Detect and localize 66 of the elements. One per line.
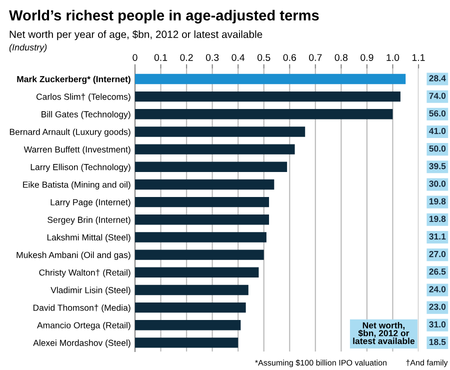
text: †And family	[406, 360, 448, 368]
bar	[135, 109, 393, 120]
bar	[135, 144, 295, 154]
text: 23.0	[429, 304, 446, 310]
bar	[135, 267, 259, 278]
y-tick-label: Carlos Slim† (Telecoms)	[36, 93, 130, 102]
y-tick-label: Eike Batista (Mining and oil)	[23, 181, 130, 190]
chart-title: World’s richest people in age-adjusted terms	[9, 10, 319, 24]
y-tick-label: Larry Ellison (Technology)	[30, 164, 130, 172]
text: 26.5	[429, 268, 446, 275]
y-tick-label: Alexei Mordashov (Steel)	[33, 340, 130, 348]
text: 31.1	[429, 233, 446, 240]
text: 74.0	[429, 92, 446, 99]
y-tick-label: Mukesh Ambani (Oil and gas)	[16, 252, 130, 260]
bar	[135, 214, 270, 225]
text: (Industry)	[9, 44, 47, 52]
text: 30.0	[429, 180, 446, 187]
x-tick-label: 0.1	[154, 54, 168, 61]
text: 39.5	[429, 163, 446, 170]
y-tick-label: Larry Page (Internet)	[50, 198, 130, 208]
text: 56.0	[429, 110, 446, 117]
y-tick-label: Christy Walton† (Retail)	[39, 269, 130, 278]
text: 41.0	[429, 128, 446, 134]
y-tick-label: Lakshmi Mittal (Steel)	[47, 234, 130, 242]
annotation: Net worth, $bn, 2012 or latest available	[353, 322, 415, 344]
bar	[135, 250, 264, 260]
chart-subtitle: Net worth per year of age, $bn, 2012 or latest available	[10, 30, 262, 40]
bar	[135, 162, 288, 172]
x-tick-label: 0	[132, 54, 138, 61]
bar	[135, 284, 248, 296]
text: 18.5	[429, 338, 446, 346]
text: *Assuming $100 billion IPO valuation	[255, 360, 386, 368]
y-tick-label: Bill Gates (Technology)	[42, 110, 130, 120]
y-tick-label: Bernard Arnault (Luxury goods)	[10, 128, 130, 137]
x-tick-label: 0.2	[180, 54, 193, 61]
text: 24.0	[429, 286, 446, 292]
bar	[135, 126, 306, 137]
bar	[135, 179, 274, 190]
y-tick-label: Sergey Brin (Internet)	[48, 216, 130, 225]
bar	[135, 91, 400, 102]
x-tick-label: 1.0	[386, 54, 400, 61]
text: 27.0	[429, 250, 446, 258]
text: 31.0	[429, 321, 446, 328]
y-tick-label: Mark Zuckerberg* (Internet)	[17, 76, 130, 84]
x-tick-label: 0.8	[334, 54, 348, 61]
y-tick-label: Vladimir Lisin (Steel)	[50, 286, 130, 295]
y-tick-label: David Thomson† (Media)	[33, 304, 130, 313]
x-tick-label: 1.1	[412, 54, 425, 61]
x-tick-label: 0.5	[257, 54, 270, 61]
x-tick-label: 0.9	[360, 54, 374, 61]
bar	[135, 320, 241, 330]
bar	[135, 74, 406, 84]
text: 28.4	[429, 75, 446, 82]
y-tick-label: Amancio Ortega (Retail)	[37, 322, 130, 330]
bar	[135, 338, 238, 348]
x-tick-label: 0.6	[283, 54, 296, 61]
bar	[135, 232, 266, 242]
x-tick-label: 0.4	[232, 54, 245, 61]
bar	[135, 302, 246, 313]
bar	[135, 196, 270, 208]
text: 19.8	[429, 198, 446, 204]
y-tick-label: Warren Buffett (Investment)	[24, 146, 130, 154]
x-tick-label: 0.3	[206, 54, 219, 61]
text: 19.8	[429, 216, 446, 222]
text: 50.0	[429, 145, 446, 152]
x-tick-label: 0.7	[309, 54, 322, 61]
